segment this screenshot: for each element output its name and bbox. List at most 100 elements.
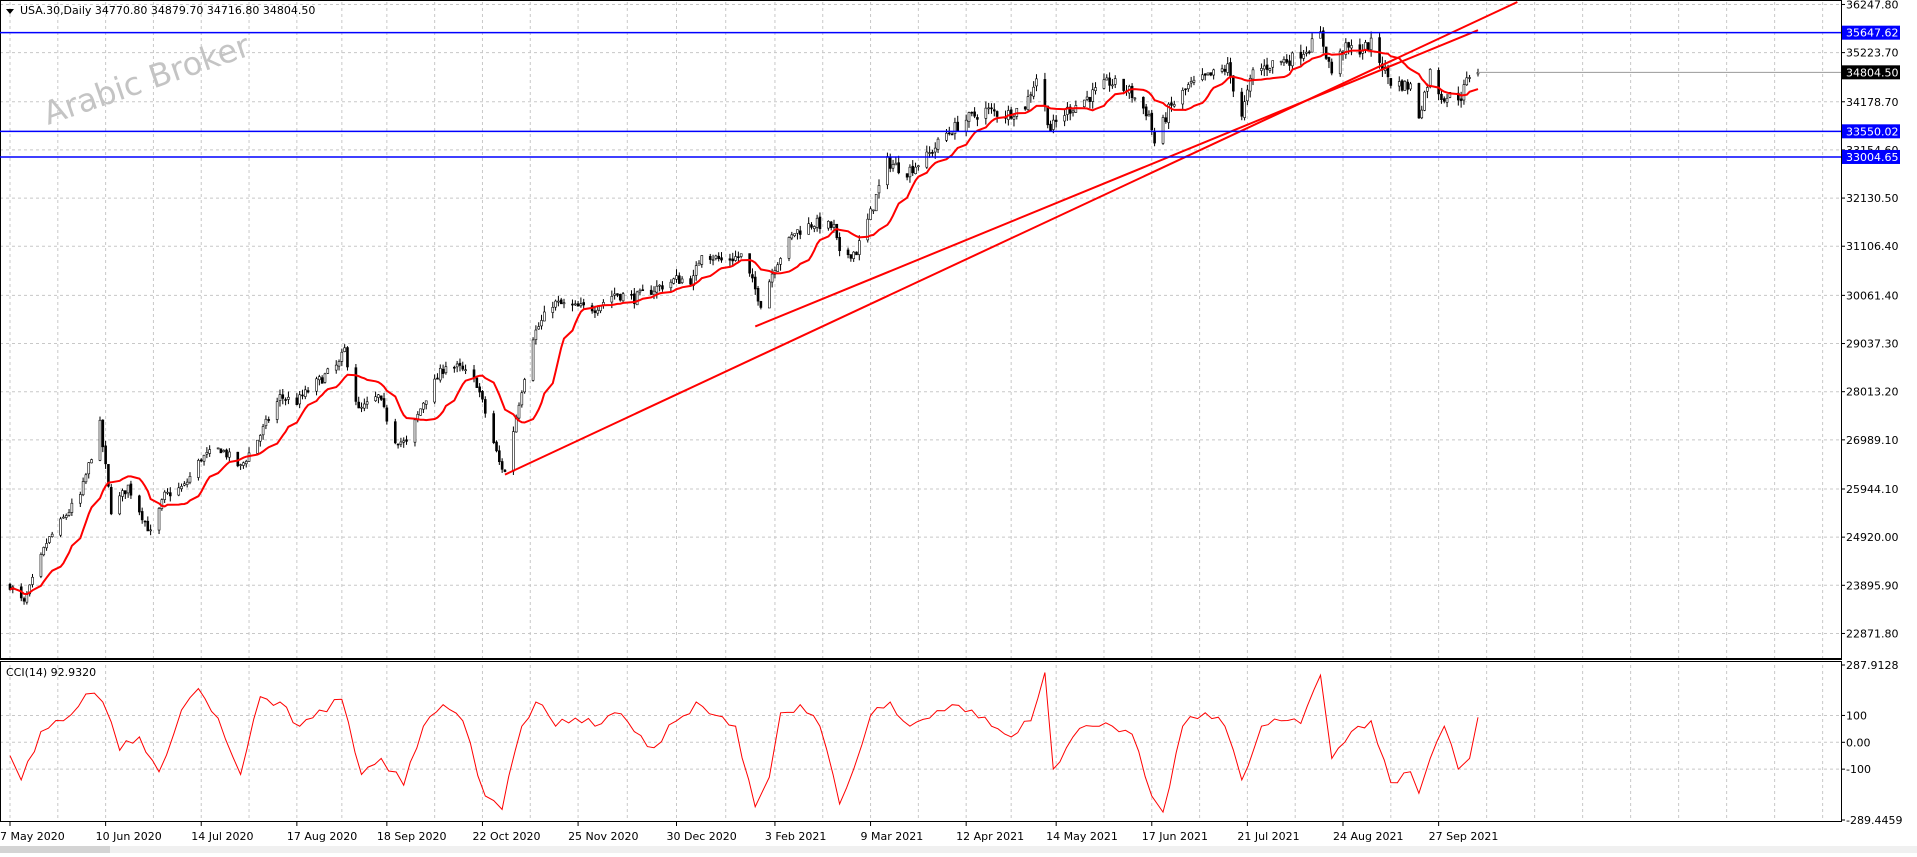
candle-body: [1361, 50, 1364, 54]
candle-body: [984, 107, 988, 119]
candle-body: [374, 396, 377, 402]
candle-body: [1307, 51, 1311, 54]
date-tick-label: 17 Jun 2021: [1142, 830, 1208, 843]
candle-body: [1209, 72, 1213, 76]
candle-body: [126, 484, 130, 494]
candle-body: [84, 474, 88, 483]
candle-body: [1462, 84, 1466, 101]
candle-body: [1305, 51, 1308, 54]
candle-body: [1338, 50, 1342, 75]
price-tick-label: 31106.40: [1846, 240, 1899, 253]
candle-body: [216, 447, 220, 450]
tab-strip[interactable]: [0, 846, 110, 853]
candle-body: [917, 165, 920, 168]
candle-body: [1102, 79, 1106, 89]
candle-body: [770, 273, 774, 283]
candle-body: [1319, 31, 1322, 39]
candle-body: [1465, 77, 1469, 86]
candle-body: [858, 240, 861, 255]
candle-body: [720, 257, 723, 261]
candle-body: [1406, 81, 1409, 90]
candle-body: [1400, 80, 1404, 91]
scroll-strip[interactable]: [0, 846, 1917, 853]
candle-body: [1232, 75, 1235, 92]
cci-axis[interactable]: 287.9128 100 0.00 -100 -289.4459: [1841, 659, 1902, 827]
candle-body: [180, 486, 183, 489]
candle-body: [183, 483, 186, 486]
price-tick-label: 32130.50: [1846, 192, 1899, 205]
candle-body: [219, 448, 223, 454]
candle-body: [1184, 88, 1187, 91]
candle-body: [576, 303, 580, 307]
symbol-info: USA.30,Daily 34770.80 34879.70 34716.80 …: [20, 4, 315, 17]
candle-body: [753, 276, 757, 290]
cci-grid: [0, 665, 1841, 820]
candle-body: [793, 233, 796, 236]
candle-body: [616, 293, 619, 296]
candle-body: [1052, 119, 1055, 130]
date-tick-label: 21 Jul 2021: [1237, 830, 1299, 843]
candle-body: [866, 218, 870, 241]
candle-body: [87, 462, 91, 475]
candle-body: [433, 378, 436, 403]
candle-body: [1302, 54, 1305, 59]
trendline[interactable]: [504, 1, 1518, 476]
price-tick-label: 24920.00: [1846, 531, 1899, 544]
trendline-group[interactable]: [504, 1, 1518, 476]
date-tick-label: 24 Aug 2021: [1333, 830, 1403, 843]
candle-body: [1206, 72, 1210, 76]
candle-body: [1285, 59, 1289, 63]
candle-body: [658, 284, 661, 287]
date-axis[interactable]: 7 May 2020 10 Jun 2020 14 Jul 2020 17 Aug 2…: [0, 822, 1498, 843]
candle-body: [852, 251, 855, 259]
candle-body: [708, 256, 712, 260]
candle-body: [1229, 62, 1232, 78]
cci-tick-label: 100: [1846, 709, 1867, 722]
candle-body: [888, 156, 892, 169]
candle-body: [267, 419, 271, 421]
candle-body: [1023, 106, 1027, 110]
candle-body: [1420, 109, 1424, 119]
candle-body: [618, 294, 622, 301]
candle-body: [236, 451, 240, 467]
candle-body: [869, 208, 872, 220]
candle-body: [343, 347, 346, 352]
candle-body: [121, 490, 124, 497]
cci-pane-frame: [0, 661, 1842, 822]
candle-body: [1291, 52, 1294, 67]
symbol-menu-triangle-icon[interactable]: [6, 9, 14, 14]
candle-body: [669, 281, 673, 289]
candle-body: [1035, 78, 1038, 87]
candle-body: [1223, 68, 1227, 72]
candle-body: [472, 369, 476, 378]
candle-body: [992, 109, 996, 112]
horizontal-level-group[interactable]: [0, 31, 1841, 158]
candle-body: [22, 598, 26, 602]
candle-body: [1082, 99, 1086, 107]
candle-body: [596, 309, 600, 314]
candle-body: [500, 461, 504, 470]
candle-body: [655, 285, 659, 293]
candle-body: [734, 256, 737, 261]
candle-body: [1032, 86, 1035, 97]
candle-body: [1288, 60, 1291, 66]
candle-body: [672, 278, 675, 284]
candle-body: [838, 237, 841, 252]
candle-body: [50, 533, 54, 537]
candle-body: [228, 451, 231, 458]
candle-body: [953, 122, 957, 134]
candle-body: [1111, 84, 1114, 87]
candle-body: [225, 449, 228, 458]
candle-body: [1150, 112, 1154, 131]
trendline[interactable]: [754, 29, 1479, 328]
candle-body: [129, 483, 133, 496]
candle-body: [874, 193, 878, 212]
candle-body: [455, 363, 459, 368]
candle-body: [956, 121, 960, 132]
candle-body: [107, 464, 110, 487]
candle-body: [1066, 106, 1069, 115]
candle-body: [613, 293, 616, 296]
